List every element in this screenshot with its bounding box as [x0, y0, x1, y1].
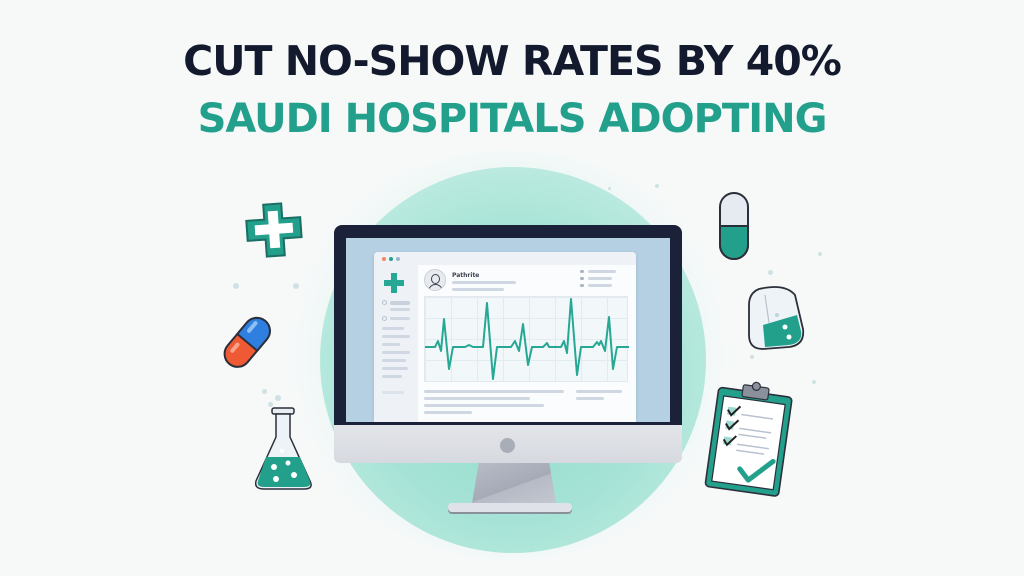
sidebar-item[interactable] — [390, 317, 410, 320]
note-line — [424, 397, 530, 400]
minimize-dot[interactable] — [389, 256, 393, 261]
note-line — [424, 411, 472, 414]
sidebar-item[interactable] — [382, 351, 410, 354]
sidebar-item[interactable] — [382, 375, 402, 378]
nav-radio-icon[interactable] — [382, 316, 387, 321]
sidebar-item[interactable] — [382, 367, 408, 370]
sidebar-item[interactable] — [382, 335, 410, 338]
stat-value-bar — [588, 277, 612, 280]
particle — [750, 355, 754, 359]
sidebar-item[interactable] — [382, 343, 400, 346]
monitor-stand-neck — [472, 463, 556, 503]
monitor-chin — [334, 425, 682, 463]
patient-avatar — [424, 269, 446, 291]
monitor-stand-base — [448, 503, 572, 512]
monitor-screen: Pathrite — [346, 238, 670, 422]
patient-detail-line — [452, 288, 504, 291]
monitor-bezel: Pathrite — [334, 225, 682, 425]
patient-detail-line — [452, 281, 516, 284]
subheadline: SAUDI HOSPITALS ADOPTING — [197, 96, 828, 142]
monitor-logo-icon — [500, 438, 515, 453]
stat-label — [580, 270, 584, 273]
note-line — [576, 390, 622, 393]
flask-icon — [254, 407, 312, 490]
particle — [268, 402, 273, 407]
app-window: Pathrite — [374, 252, 636, 422]
sidebar-item[interactable] — [390, 308, 410, 311]
medical-cross-logo-icon — [384, 273, 404, 293]
particle — [608, 187, 611, 190]
note-line — [576, 397, 604, 400]
monitor: Pathrite — [334, 225, 682, 469]
maximize-dot[interactable] — [396, 256, 400, 261]
stat-value-bar — [588, 270, 616, 273]
stat-label — [580, 284, 584, 287]
stat-label — [580, 277, 584, 280]
particle — [812, 380, 816, 384]
window-titlebar — [374, 252, 636, 265]
sidebar-item[interactable] — [382, 391, 404, 394]
beaker-icon — [748, 286, 805, 350]
half-capsule-icon — [719, 192, 749, 260]
particle — [768, 270, 773, 275]
medical-cross-icon — [245, 202, 303, 258]
particle — [655, 184, 659, 188]
headline: CUT NO-SHOW RATES BY 40% — [183, 37, 842, 85]
close-dot[interactable] — [382, 256, 386, 261]
sidebar-item[interactable] — [390, 301, 410, 305]
clipboard-checklist-icon — [704, 381, 793, 497]
note-line — [424, 404, 544, 407]
sidebar-item[interactable] — [382, 359, 406, 362]
sidebar-item[interactable] — [382, 327, 404, 330]
particle — [818, 252, 822, 256]
patient-name: Pathrite — [452, 272, 480, 279]
particle — [275, 395, 281, 401]
particle — [262, 389, 267, 394]
capsule-pill-icon — [223, 316, 271, 368]
stat-value-bar — [588, 284, 612, 287]
note-line — [424, 390, 564, 393]
ecg-chart — [424, 296, 629, 382]
particle — [233, 283, 239, 289]
app-sidebar — [374, 265, 418, 422]
particle — [293, 283, 299, 289]
app-content: Pathrite — [418, 265, 636, 422]
nav-radio-icon[interactable] — [382, 300, 387, 305]
ecg-waveform — [425, 298, 629, 380]
